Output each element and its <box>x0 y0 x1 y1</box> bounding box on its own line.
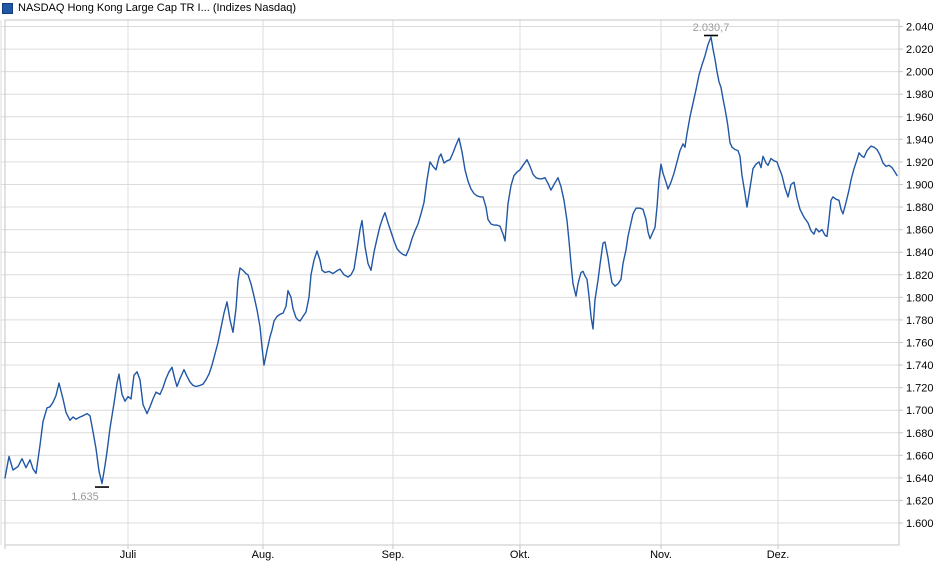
x-axis-label: Juli <box>120 549 137 561</box>
y-axis-label: 1.800 <box>906 292 934 304</box>
y-axis-label: 1.600 <box>906 518 934 530</box>
y-axis-label: 2.020 <box>906 44 934 56</box>
y-axis-label: 1.720 <box>906 383 934 395</box>
plot-border <box>4 19 900 546</box>
low-annotation-label: 1.635 <box>71 491 99 503</box>
y-axis-label: 1.620 <box>906 495 934 507</box>
x-axis-label: Dez. <box>767 549 790 561</box>
y-axis-label: 2.040 <box>906 22 934 34</box>
y-axis-label: 1.700 <box>906 405 934 417</box>
y-axis-label: 1.840 <box>906 247 934 259</box>
chart-legend: NASDAQ Hong Kong Large Cap TR I... (Indi… <box>2 1 296 15</box>
series-legend-swatch <box>2 2 13 14</box>
y-axis-label: 1.880 <box>906 202 934 214</box>
y-axis-label: 1.980 <box>906 89 934 101</box>
y-axis-label: 1.760 <box>906 337 934 349</box>
y-axis-label: 1.780 <box>906 315 934 327</box>
y-axis-label: 1.860 <box>906 225 934 237</box>
y-axis-label: 2.000 <box>906 67 934 79</box>
y-axis-label: 1.660 <box>906 450 934 462</box>
y-axis-label: 1.960 <box>906 112 934 124</box>
x-axis-label: Nov. <box>650 549 672 561</box>
x-axis-label: Sep. <box>382 549 405 561</box>
high-annotation-label: 2.030,7 <box>693 22 730 34</box>
y-axis-label: 1.640 <box>906 473 934 485</box>
y-axis-label: 1.820 <box>906 270 934 282</box>
y-axis-label: 1.680 <box>906 428 934 440</box>
x-axis-label: Aug. <box>252 549 275 561</box>
price-line <box>4 36 898 485</box>
y-axis-label: 1.900 <box>906 179 934 191</box>
y-axis-label: 1.940 <box>906 134 934 146</box>
y-axis-label: 1.740 <box>906 360 934 372</box>
y-axis-label: 1.920 <box>906 157 934 169</box>
x-axis-label: Okt. <box>510 549 530 561</box>
chart-title: NASDAQ Hong Kong Large Cap TR I... (Indi… <box>18 2 296 14</box>
